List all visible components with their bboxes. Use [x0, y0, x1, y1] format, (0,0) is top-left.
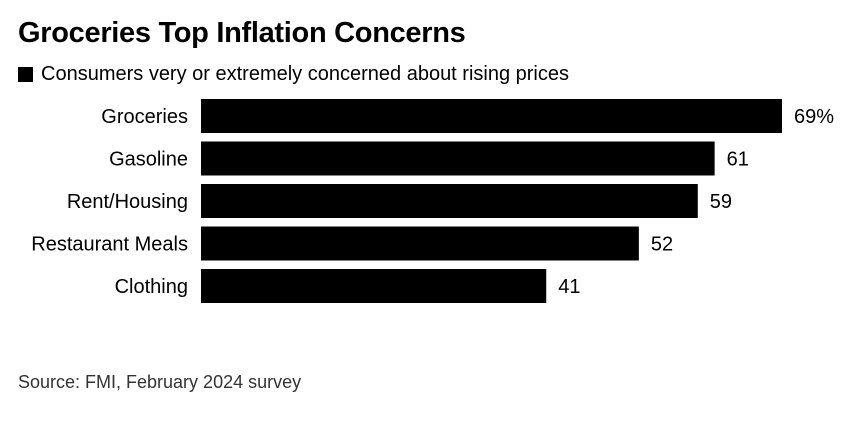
bar-clothing — [201, 269, 547, 303]
category-label-rent-housing: Rent/Housing — [67, 191, 188, 213]
category-label-groceries: Groceries — [101, 106, 188, 128]
bar-restaurant-meals — [201, 226, 639, 261]
bar-gasoline — [201, 141, 715, 176]
category-label-restaurant-meals: Restaurant Meals — [31, 234, 188, 256]
value-label-rent-housing: 59 — [710, 191, 732, 213]
chart-title: Groceries Top Inflation Concerns — [18, 17, 466, 49]
bar-groceries — [201, 99, 782, 133]
value-label-clothing: 41 — [558, 276, 580, 298]
bar-rent-housing — [201, 184, 698, 218]
value-label-gasoline: 61 — [727, 149, 749, 171]
category-label-clothing: Clothing — [115, 276, 188, 298]
legend-label: Consumers very or extremely concerned ab… — [41, 63, 569, 85]
chart-source: Source: FMI, February 2024 survey — [18, 372, 302, 392]
value-label-groceries: 69% — [794, 106, 834, 128]
legend-swatch — [18, 67, 33, 82]
bar-chart: Groceries 69% Gasoline 61 Rent/Housing 59 Rest… — [31, 99, 834, 303]
category-label-gasoline: Gasoline — [109, 149, 188, 171]
chart-legend: Consumers very or extremely concerned ab… — [18, 63, 569, 86]
value-label-restaurant-meals: 52 — [651, 234, 673, 256]
